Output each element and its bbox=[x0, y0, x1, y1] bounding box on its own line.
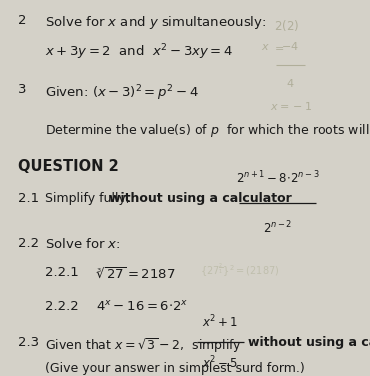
Text: without using a calculator: without using a calculator bbox=[109, 193, 292, 205]
Text: $2(2)$: $2(2)$ bbox=[274, 18, 299, 33]
Text: $4$: $4$ bbox=[286, 77, 295, 89]
Text: $x^2+1$: $x^2+1$ bbox=[202, 313, 239, 330]
Text: Simplify fully,: Simplify fully, bbox=[46, 193, 134, 205]
Text: $2^{n-2}$: $2^{n-2}$ bbox=[263, 219, 292, 236]
Text: Given that $x=\sqrt{3}-2$,  simplify: Given that $x=\sqrt{3}-2$, simplify bbox=[46, 336, 242, 355]
Text: 2.1: 2.1 bbox=[18, 193, 39, 205]
Text: 2.2.1: 2.2.1 bbox=[46, 266, 79, 279]
Text: $x=-1$: $x=-1$ bbox=[270, 100, 312, 112]
Text: 2.2: 2.2 bbox=[18, 237, 39, 250]
Text: Given: $(x-3)^2=p^2-4$: Given: $(x-3)^2=p^2-4$ bbox=[46, 83, 199, 103]
Text: :: : bbox=[212, 193, 216, 205]
Text: QUESTION 2: QUESTION 2 bbox=[18, 159, 119, 174]
Text: Determine the value(s) of $p$  for which the roots will be non-real: Determine the value(s) of $p$ for which … bbox=[46, 123, 370, 139]
Text: 3: 3 bbox=[18, 83, 27, 96]
Text: Solve for $x$ and $y$ simultaneously:: Solve for $x$ and $y$ simultaneously: bbox=[46, 14, 267, 31]
Text: (Give your answer in simplest surd form.): (Give your answer in simplest surd form.… bbox=[46, 362, 305, 375]
Text: $\{27^{\frac{2}{1}}\}^2=(2187)$: $\{27^{\frac{2}{1}}\}^2=(2187)$ bbox=[199, 262, 279, 279]
Text: $\sqrt[3]{27}=2187$: $\sqrt[3]{27}=2187$ bbox=[96, 266, 176, 281]
Text: $4^x-16=6{\cdot}2^x$: $4^x-16=6{\cdot}2^x$ bbox=[96, 300, 189, 314]
Text: $x^2-5$: $x^2-5$ bbox=[202, 355, 239, 371]
Text: 2.3: 2.3 bbox=[18, 336, 39, 349]
Text: 2: 2 bbox=[18, 14, 27, 27]
Text: $x+3y=2$  and  $x^2-3xy=4$: $x+3y=2$ and $x^2-3xy=4$ bbox=[46, 42, 233, 62]
Text: $x$: $x$ bbox=[261, 42, 270, 52]
Text: $= $: $= $ bbox=[272, 42, 284, 52]
Text: without using a calculator: without using a calculator bbox=[249, 336, 370, 349]
Text: 2.2.2: 2.2.2 bbox=[46, 300, 79, 313]
Text: $2^{n+1}-8{\cdot}2^{n-3}$: $2^{n+1}-8{\cdot}2^{n-3}$ bbox=[236, 170, 319, 186]
Text: Solve for $x$:: Solve for $x$: bbox=[46, 237, 121, 251]
Text: $-4$: $-4$ bbox=[281, 39, 299, 52]
